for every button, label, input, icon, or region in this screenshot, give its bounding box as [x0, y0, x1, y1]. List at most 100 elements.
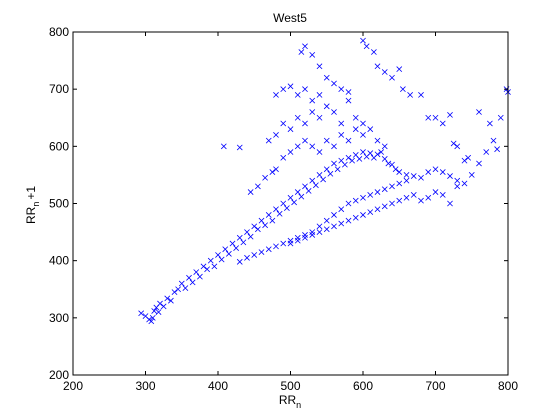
data-point [418, 92, 424, 98]
data-point [323, 166, 330, 173]
data-point [204, 266, 211, 273]
data-point [450, 140, 457, 147]
data-point [265, 212, 272, 218]
data-point [200, 263, 207, 270]
data-point [316, 172, 323, 178]
data-point [309, 143, 316, 150]
data-point [196, 273, 203, 280]
plot-frame [72, 31, 509, 376]
data-point [294, 143, 301, 150]
data-point [454, 183, 461, 190]
y-tick-label: 700 [49, 82, 69, 96]
data-point [312, 182, 319, 189]
data-point [403, 172, 410, 178]
data-point [276, 210, 283, 217]
data-point [461, 180, 468, 187]
data-point [439, 192, 446, 198]
data-point [316, 114, 323, 121]
data-point [273, 206, 279, 213]
data-point [360, 132, 366, 138]
x-axis-label-sub: n [296, 400, 301, 410]
data-point [244, 254, 250, 261]
data-point [338, 132, 345, 138]
data-point [494, 146, 501, 153]
data-point [327, 170, 334, 177]
data-point [316, 223, 323, 230]
data-point [309, 109, 316, 115]
x-tick-label: 500 [280, 379, 300, 393]
chart-title: West5 [273, 11, 307, 25]
data-point [483, 149, 490, 155]
data-point [222, 246, 229, 253]
data-point [345, 97, 352, 104]
data-point [374, 137, 381, 144]
data-point [338, 206, 345, 213]
data-point [138, 310, 145, 317]
data-point [490, 137, 497, 144]
data-point [265, 246, 272, 253]
y-axis-label-suffix: +1 [24, 186, 38, 200]
y-tick-label: 800 [49, 25, 69, 39]
data-point [164, 295, 171, 302]
data-point [360, 37, 366, 44]
data-point [294, 237, 301, 244]
data-point [316, 92, 323, 98]
data-point [374, 151, 381, 158]
data-point [316, 149, 323, 155]
data-point [461, 157, 468, 164]
data-point [155, 309, 162, 315]
data-point [374, 206, 381, 213]
data-point [367, 126, 374, 133]
data-point [302, 183, 308, 190]
data-point [367, 150, 374, 157]
data-point [370, 49, 377, 55]
data-point [389, 200, 395, 207]
data-point [410, 173, 417, 179]
data-point [148, 318, 155, 325]
data-point [385, 160, 392, 167]
data-points [138, 37, 511, 325]
data-point [254, 183, 261, 190]
y-tick-label: 600 [49, 139, 69, 153]
data-point [363, 43, 370, 50]
data-point [338, 86, 345, 93]
data-point [497, 114, 504, 121]
data-point [283, 205, 290, 211]
data-point [302, 234, 308, 241]
data-point [273, 166, 279, 173]
data-point [211, 263, 218, 270]
data-point [396, 180, 403, 187]
data-point [360, 149, 366, 155]
data-point [331, 80, 337, 87]
y-tick-label: 400 [49, 254, 69, 268]
data-point [309, 232, 316, 238]
data-point [345, 154, 352, 161]
x-tick-label: 300 [135, 379, 155, 393]
data-point [280, 86, 287, 93]
data-point [331, 109, 337, 115]
data-point [352, 114, 359, 121]
data-point [323, 103, 330, 110]
data-point [193, 269, 200, 275]
data-point [269, 217, 276, 224]
data-point [186, 274, 192, 281]
data-point [352, 126, 359, 133]
y-tick-label: 300 [49, 311, 69, 325]
data-point [273, 243, 279, 250]
data-point [171, 289, 178, 295]
data-point [381, 143, 388, 150]
data-point [396, 169, 403, 175]
data-point [381, 203, 388, 210]
data-point [381, 69, 388, 75]
data-point [236, 144, 243, 151]
x-axis-ticks: 200 300 400 500 600 700 800 [63, 32, 518, 393]
data-point [447, 173, 453, 179]
data-point [233, 245, 240, 251]
data-point [160, 303, 167, 310]
data-point [287, 126, 294, 133]
data-point [258, 249, 265, 255]
x-tick-label: 800 [498, 379, 518, 393]
data-point [175, 286, 182, 293]
data-point [240, 239, 247, 246]
